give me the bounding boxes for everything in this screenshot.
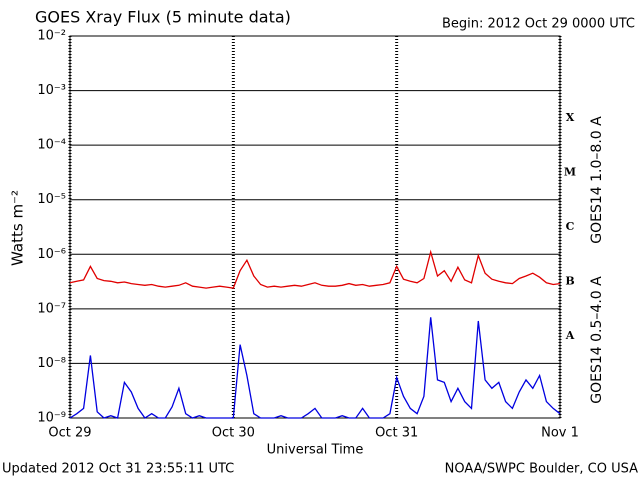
x-tick-label: Oct 29 — [48, 426, 91, 441]
legend-entry: GOES14 1.0–8.0 A — [589, 116, 605, 244]
flare-class-label: X — [566, 111, 575, 124]
footer-right: NOAA/SWPC Boulder, CO USA — [445, 462, 638, 477]
flare-class-label: C — [566, 220, 575, 233]
plot-frame — [69, 35, 561, 419]
chart-subtitle: Begin: 2012 Oct 29 0000 UTC — [442, 17, 635, 32]
y-tick-label: 10⁻⁶ — [37, 247, 66, 262]
legend-entry: GOES14 0.5–4.0 A — [589, 276, 605, 404]
y-tick-label: 10⁻⁷ — [37, 301, 66, 316]
series-line — [69, 249, 561, 289]
footer-left: Updated 2012 Oct 31 23:55:11 UTC — [2, 462, 234, 477]
flare-class-label: B — [565, 275, 574, 288]
y-tick-label: 10⁻² — [37, 29, 66, 44]
x-tick-label: Nov 1 — [541, 426, 579, 441]
flare-class-label: M — [564, 165, 576, 178]
x-tick-label: Oct 31 — [375, 426, 418, 441]
x-axis-label: Universal Time — [267, 443, 364, 458]
y-tick-label: 10⁻³ — [37, 83, 66, 98]
y-tick-label: 10⁻⁹ — [37, 411, 66, 426]
y-axis-label: Watts m⁻² — [9, 190, 27, 266]
flare-class-label: A — [565, 329, 575, 342]
x-tick-label: Oct 30 — [212, 426, 255, 441]
y-tick-label: 10⁻⁵ — [37, 192, 66, 207]
y-tick-label: 10⁻⁸ — [37, 356, 66, 371]
series-line — [69, 317, 561, 419]
y-tick-label: 10⁻⁴ — [37, 138, 66, 153]
chart-title: GOES Xray Flux (5 minute data) — [35, 8, 291, 27]
